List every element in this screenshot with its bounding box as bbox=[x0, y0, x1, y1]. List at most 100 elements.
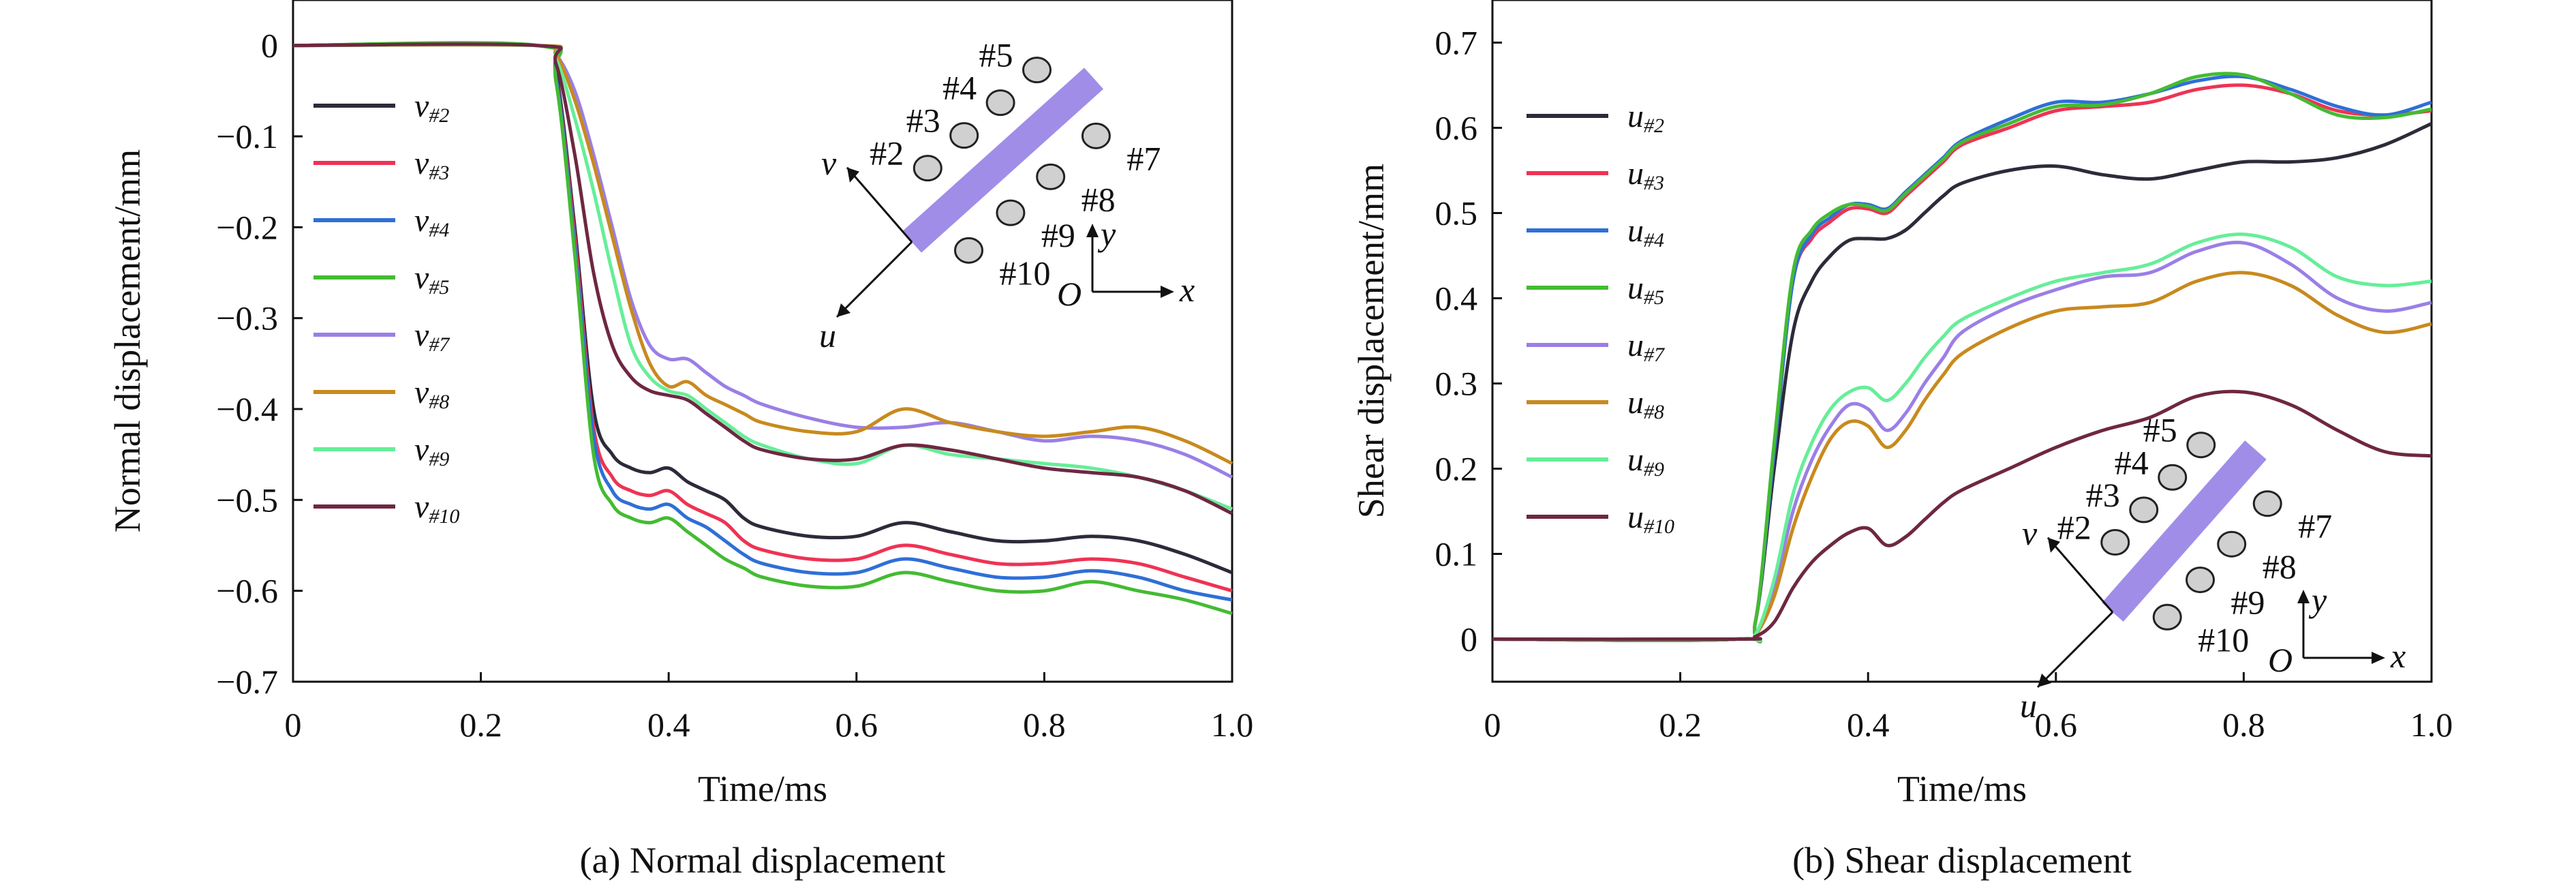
point-label: #4 bbox=[2115, 443, 2149, 481]
series-line-u5 bbox=[1492, 72, 2432, 644]
y-tick-label: 0 bbox=[261, 27, 278, 65]
x-tick-label: 0.8 bbox=[1023, 706, 1066, 744]
legend: u#2u#3u#4u#5u#7u#8u#9u#10 bbox=[1527, 98, 1674, 538]
series-line-u7 bbox=[1492, 241, 2432, 642]
legend-label: v#10 bbox=[414, 489, 459, 528]
point-label: #8 bbox=[2263, 547, 2297, 586]
x-tick-label: 0.6 bbox=[835, 706, 878, 744]
legend-var: u bbox=[1627, 384, 1644, 421]
u-axis-arrow bbox=[2036, 611, 2114, 689]
x-tick-label: 0.2 bbox=[459, 706, 502, 744]
legend-var: u bbox=[1627, 442, 1644, 478]
point-label: #10 bbox=[2198, 620, 2249, 659]
measuring-point bbox=[2186, 432, 2216, 459]
point-label: #4 bbox=[942, 69, 977, 107]
y-axis-label: Normal displacement/mm bbox=[107, 149, 148, 532]
x-global-label: x bbox=[1179, 271, 1195, 309]
measuring-point bbox=[1022, 57, 1052, 84]
legend-label: u#8 bbox=[1627, 384, 1664, 423]
measuring-point bbox=[2217, 530, 2247, 558]
inset-schematic: #2#3#4#5 #10#9#8#7 v u y x O bbox=[2020, 411, 2406, 725]
point-label: #7 bbox=[1126, 139, 1161, 177]
y-tick-label: 0.4 bbox=[1435, 280, 1478, 318]
panel-caption: (b) Shear displacement bbox=[1792, 840, 2132, 881]
legend-var: v bbox=[414, 489, 429, 525]
x-tick-label: 0.4 bbox=[1847, 706, 1890, 744]
measuring-point bbox=[954, 237, 984, 264]
panel-caption: (a) Normal displacement bbox=[580, 840, 946, 881]
y-global-label: y bbox=[2308, 581, 2327, 619]
legend-var: u bbox=[1627, 270, 1644, 306]
legend-subscript: #9 bbox=[429, 448, 449, 470]
series-line-u8 bbox=[1492, 271, 2432, 641]
y-global-label: y bbox=[1097, 215, 1116, 253]
point-label: #9 bbox=[2231, 584, 2265, 622]
legend-label: v#7 bbox=[414, 317, 450, 356]
legend-label: u#7 bbox=[1627, 327, 1666, 366]
v-arrow-head bbox=[847, 167, 859, 183]
x-global-label: x bbox=[2390, 637, 2406, 675]
measuring-point bbox=[2252, 490, 2282, 517]
y-tick-label: −0.5 bbox=[216, 481, 278, 519]
x-tick-label: 1.0 bbox=[2410, 706, 2453, 744]
legend-label: u#3 bbox=[1627, 155, 1664, 194]
legend-subscript: #3 bbox=[1644, 172, 1664, 194]
y-tick-label: −0.1 bbox=[216, 117, 278, 155]
legend-subscript: #8 bbox=[429, 391, 449, 413]
y-tick-label: 0.5 bbox=[1435, 194, 1478, 232]
joint-band bbox=[2102, 440, 2267, 622]
legend-subscript: #8 bbox=[1644, 401, 1664, 423]
legend-subscript: #2 bbox=[1644, 115, 1664, 137]
point-label: #10 bbox=[1000, 254, 1051, 292]
u-axis-label: u bbox=[819, 316, 836, 354]
legend-label: v#3 bbox=[414, 145, 449, 184]
measuring-point bbox=[2152, 603, 2182, 631]
u-axis-label: u bbox=[2020, 686, 2037, 725]
series-line-v7 bbox=[292, 43, 1233, 479]
legend-subscript: #2 bbox=[429, 104, 449, 127]
measuring-point bbox=[1081, 122, 1111, 149]
y-tick-label: −0.2 bbox=[216, 208, 278, 246]
v-axis-arrow bbox=[2046, 537, 2114, 613]
measuring-point bbox=[913, 155, 942, 182]
series-line-v10 bbox=[292, 42, 1233, 515]
y-tick-label: −0.7 bbox=[216, 663, 278, 701]
v-axis-arrow bbox=[846, 166, 913, 243]
legend-label: v#5 bbox=[414, 260, 449, 299]
legend-subscript: #10 bbox=[429, 505, 459, 528]
measuring-point bbox=[949, 122, 979, 149]
legend-label: v#2 bbox=[414, 88, 449, 127]
measuring-point bbox=[2186, 567, 2215, 594]
y-tick-label: 0.6 bbox=[1435, 109, 1478, 147]
measuring-point bbox=[996, 199, 1026, 226]
y-tick-label: 0.3 bbox=[1435, 365, 1478, 403]
legend-subscript: #10 bbox=[1644, 515, 1674, 538]
y-tick-label: −0.6 bbox=[216, 572, 278, 610]
series-line-v5 bbox=[292, 41, 1233, 616]
x-axis-label: Time/ms bbox=[698, 768, 827, 809]
y-tick-label: −0.3 bbox=[216, 299, 278, 337]
chart-panel-shear: 0 0.2 0.4 0.6 0.8 1.0 0 0.1 0.2 0.3 0.4 0.5 0.6 0.7 Ti… bbox=[1351, 0, 2453, 881]
x-tick-label: 1.0 bbox=[1211, 706, 1254, 744]
u-axis-arrow bbox=[835, 241, 913, 318]
x-tick-label: 0.2 bbox=[1659, 706, 1702, 744]
v-axis-label: v bbox=[2022, 514, 2038, 552]
legend-var: u bbox=[1627, 213, 1644, 249]
point-label: #5 bbox=[2143, 411, 2177, 449]
legend-subscript: #7 bbox=[429, 333, 450, 356]
measuring-point bbox=[2100, 528, 2130, 556]
v-axis-label: v bbox=[821, 144, 837, 182]
point-label: #9 bbox=[1041, 216, 1075, 254]
legend-subscript: #5 bbox=[1644, 286, 1664, 309]
origin-label: O bbox=[2268, 641, 2293, 679]
legend-subscript: #3 bbox=[429, 162, 449, 184]
legend-label: u#4 bbox=[1627, 213, 1664, 252]
legend-subscript: #7 bbox=[1644, 344, 1666, 366]
legend-subscript: #4 bbox=[1644, 229, 1664, 252]
y-tick-label: −0.4 bbox=[216, 390, 278, 428]
legend-var: u bbox=[1627, 98, 1644, 134]
x-tick-label: 0 bbox=[285, 706, 302, 744]
legend-label: u#5 bbox=[1627, 270, 1664, 309]
